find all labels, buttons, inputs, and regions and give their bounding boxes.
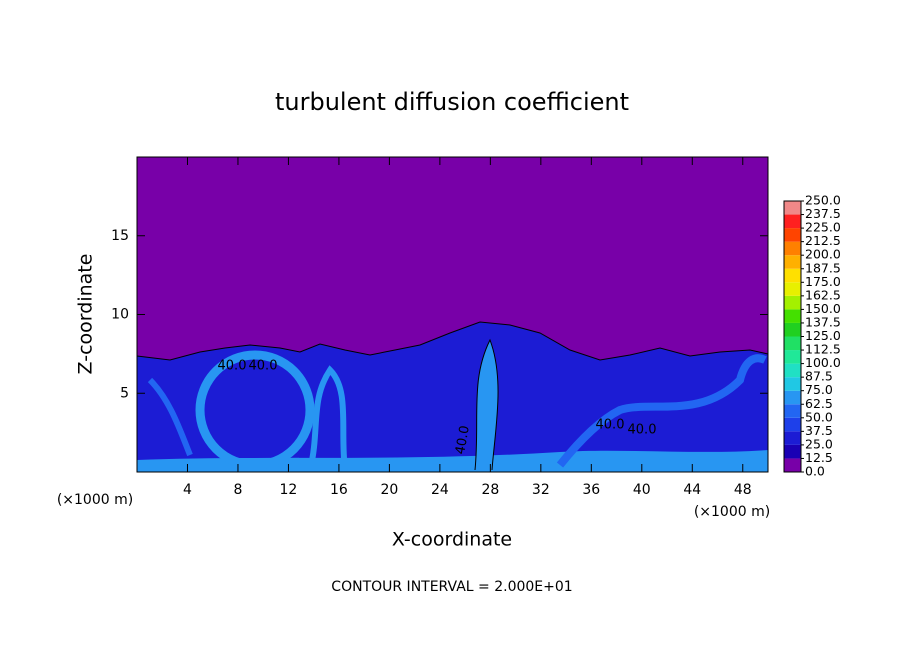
colorbar-bin — [784, 404, 801, 418]
contour-label: 40.0 — [596, 418, 625, 433]
colorbar-label: 112.5 — [805, 342, 841, 357]
x-axis-label: X-coordinate — [392, 529, 512, 551]
contour-label: 40.0 — [628, 423, 657, 438]
colorbar-label: 175.0 — [805, 274, 841, 289]
colorbar-bin — [784, 309, 801, 323]
colorbar-bin — [784, 444, 801, 459]
colorbar-label: 212.5 — [805, 233, 841, 248]
contour-label: 40.0 — [249, 359, 278, 374]
colorbar-label: 200.0 — [805, 247, 841, 262]
x-tick-label: 40 — [633, 482, 651, 498]
contour-label: 40.0 — [453, 424, 473, 455]
x-tick-label: 24 — [431, 482, 449, 498]
colorbar-label: 37.5 — [805, 423, 833, 438]
y-tick-label: 10 — [111, 307, 129, 323]
colorbar-bin — [784, 336, 801, 351]
colorbar-bin — [784, 295, 801, 310]
y-tick-label: 15 — [111, 228, 129, 244]
colorbar-label: 125.0 — [805, 328, 841, 343]
colorbar-bin — [784, 228, 801, 242]
colorbar-label: 162.5 — [805, 287, 841, 302]
y-axis-label: Z-coordinate — [75, 254, 97, 375]
footnote: CONTOUR INTERVAL = 2.000E+01 — [331, 579, 572, 595]
colorbar-label: 62.5 — [805, 396, 833, 411]
colorbar-bin — [784, 255, 801, 269]
colorbar-bin — [784, 282, 801, 296]
x-tick-label: 44 — [683, 482, 701, 498]
x-unit: (×1000 m) — [694, 504, 770, 520]
colorbar-label: 100.0 — [805, 355, 841, 370]
colorbar-label: 225.0 — [805, 220, 841, 235]
x-tick-label: 48 — [734, 482, 752, 498]
x-tick-label: 28 — [481, 482, 499, 498]
eddy — [556, 354, 767, 468]
colorbar-bin — [784, 322, 801, 337]
colorbar-bin — [784, 214, 801, 229]
colorbar-bin — [784, 377, 801, 391]
colorbar-label: 150.0 — [805, 301, 841, 316]
x-tick-label: 20 — [380, 482, 398, 498]
colorbar-bin — [784, 458, 801, 472]
eddy — [195, 350, 315, 470]
surface-layer — [137, 450, 768, 472]
x-tick-label: 36 — [582, 482, 600, 498]
colorbar-bin — [784, 363, 801, 378]
colorbar-label: 12.5 — [805, 450, 833, 465]
y-unit: (×1000 m) — [57, 492, 133, 508]
field — [136, 157, 769, 473]
colorbar-bin — [784, 268, 801, 283]
colorbar-label: 250.0 — [805, 193, 841, 208]
colorbar-bin — [784, 241, 801, 256]
y-tick-label: 5 — [120, 385, 129, 401]
x-tick-label: 32 — [532, 482, 550, 498]
eddy — [307, 365, 348, 471]
chart-title: turbulent diffusion coefficient — [275, 88, 629, 116]
colorbar-bin — [784, 390, 801, 405]
colorbar-label: 25.0 — [805, 436, 833, 451]
colorbar-label: 187.5 — [805, 260, 841, 275]
colorbar-bin — [784, 350, 801, 364]
colorbar-label: 0.0 — [805, 464, 825, 479]
eddy — [147, 377, 193, 457]
x-tick-label: 4 — [183, 482, 192, 498]
colorbar-label: 87.5 — [805, 369, 833, 384]
x-tick-label: 12 — [280, 482, 298, 498]
plume — [474, 338, 499, 471]
colorbar-label: 237.5 — [805, 206, 841, 221]
colorbar-label: 137.5 — [805, 314, 841, 329]
contour-label: 40.0 — [218, 359, 247, 374]
colorbar-bin — [784, 417, 801, 432]
colorbar-bin — [784, 431, 801, 445]
x-tick-label: 16 — [330, 482, 348, 498]
x-tick-label: 8 — [233, 482, 242, 498]
colorbar-label: 75.0 — [805, 382, 833, 397]
colorbar-label: 50.0 — [805, 409, 833, 424]
colorbar-bin — [784, 201, 801, 215]
turbulent-layer — [136, 321, 769, 473]
